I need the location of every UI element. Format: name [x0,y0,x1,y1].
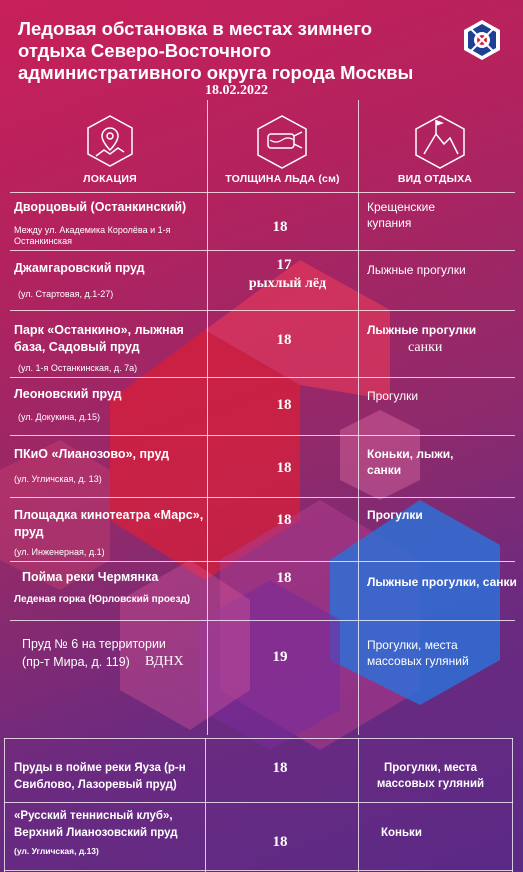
row-divider [10,192,515,193]
location-address: (ул. Угличская, д. 13) [14,474,102,484]
ice-thickness: 18 [272,219,288,235]
row-divider [10,310,515,311]
location-name: Площадка кинотеатра «Марс», пруд [14,508,204,539]
ice-thickness: 19 [272,649,288,665]
table-border [512,738,513,872]
location-address: Между ул. Академика Королёва и 1-я Остан… [14,225,171,246]
location-address: (ул. 1-я Останкинская, д. 7а) [18,363,138,373]
activity-type: Прогулки [367,508,423,522]
activity-note: санки [408,340,443,355]
column-divider [207,100,208,735]
ice-thickness: 18 [272,834,288,850]
activity-type: Лыжные прогулки [367,263,466,277]
title-line-1: Ледовая обстановка в местах зимнего [18,18,373,39]
activity-type: Коньки [381,827,422,839]
activity-type: Лыжные прогулки [367,323,477,337]
location-address: (ул. Докукина, д.15) [18,412,100,422]
activity-type: Прогулки, места массовых гуляний [367,638,469,668]
row-divider [10,561,515,562]
location-address-note: ВДНХ [145,654,184,669]
title-line-2: отдыха Северо-Восточного [18,40,272,61]
report-date: 18.02.2022 [205,83,268,98]
ice-thickness: 18 [276,570,292,586]
location-address: (ул. Стартовая, д.1-27) [18,289,114,299]
activity-type: Коньки, лыжи, санки [367,447,454,477]
column-divider [205,738,206,872]
ice-thickness: 18 [276,460,292,476]
header-location: ЛОКАЦИЯ [83,173,137,185]
location-address: Леденая горка (Юрловский проезд) [14,594,191,605]
row-divider [10,497,515,498]
page-title: Ледовая обстановка в местах зимнего отды… [18,18,448,84]
row-divider [10,250,515,251]
location-name: Джамгаровский пруд [14,261,145,275]
column-divider [358,100,359,735]
location-name: Парк «Останкино», лыжная база, Садовый п… [14,323,184,354]
mchs-emblem-icon [464,20,500,60]
ice-thickness: 18 [276,512,292,528]
activity-type: Прогулки [367,389,419,403]
activity-type: Прогулки, места массовых гуляний [376,762,485,790]
ice-thickness: 18 [276,397,292,413]
location-address: (ул. Инженерная, д.1) [14,547,105,557]
ice-thickness: 17 [276,257,292,273]
activity-type: Лыжные прогулки, санки [367,575,517,589]
location-name: Пруд № 6 на территории [22,637,166,651]
location-name: ПКиО «Лианозово», пруд [14,447,170,461]
row-divider [10,435,515,436]
location-address: (пр-т Мира, д. 119) [22,655,130,669]
location-name: Пойма реки Чермянка [22,570,159,584]
row-divider [4,738,513,739]
row-divider [10,377,515,378]
header-thickness: ТОЛЩИНА ЛЬДА (см) [225,173,340,185]
ice-thickness: 18 [276,332,292,348]
title-line-3: административного округа города Москвы [18,62,414,83]
activity-type: Крещенские купания [367,200,436,230]
location-address: (ул. Угличская, д.13) [14,846,99,856]
location-name: Леоновский пруд [14,387,122,401]
location-name: Дворцовый (Останкинский) [14,200,187,214]
location-name: «Русский теннисный клуб», Верхний Лианоз… [14,810,178,839]
ice-thickness-icon [257,115,307,169]
location-name: Пруды в пойме реки Яуза (р-н Свиблово, Л… [14,762,186,791]
row-divider [4,870,513,871]
header-activity: ВИД ОТДЫХА [397,173,473,185]
row-divider [10,620,515,621]
location-pin-icon [87,115,133,167]
mountain-flag-icon [415,115,465,169]
ice-thickness: 18 [272,760,288,776]
column-divider [358,738,359,872]
table-border [4,738,5,872]
ice-condition-note: рыхлый лёд [248,276,327,291]
row-divider [4,802,513,803]
